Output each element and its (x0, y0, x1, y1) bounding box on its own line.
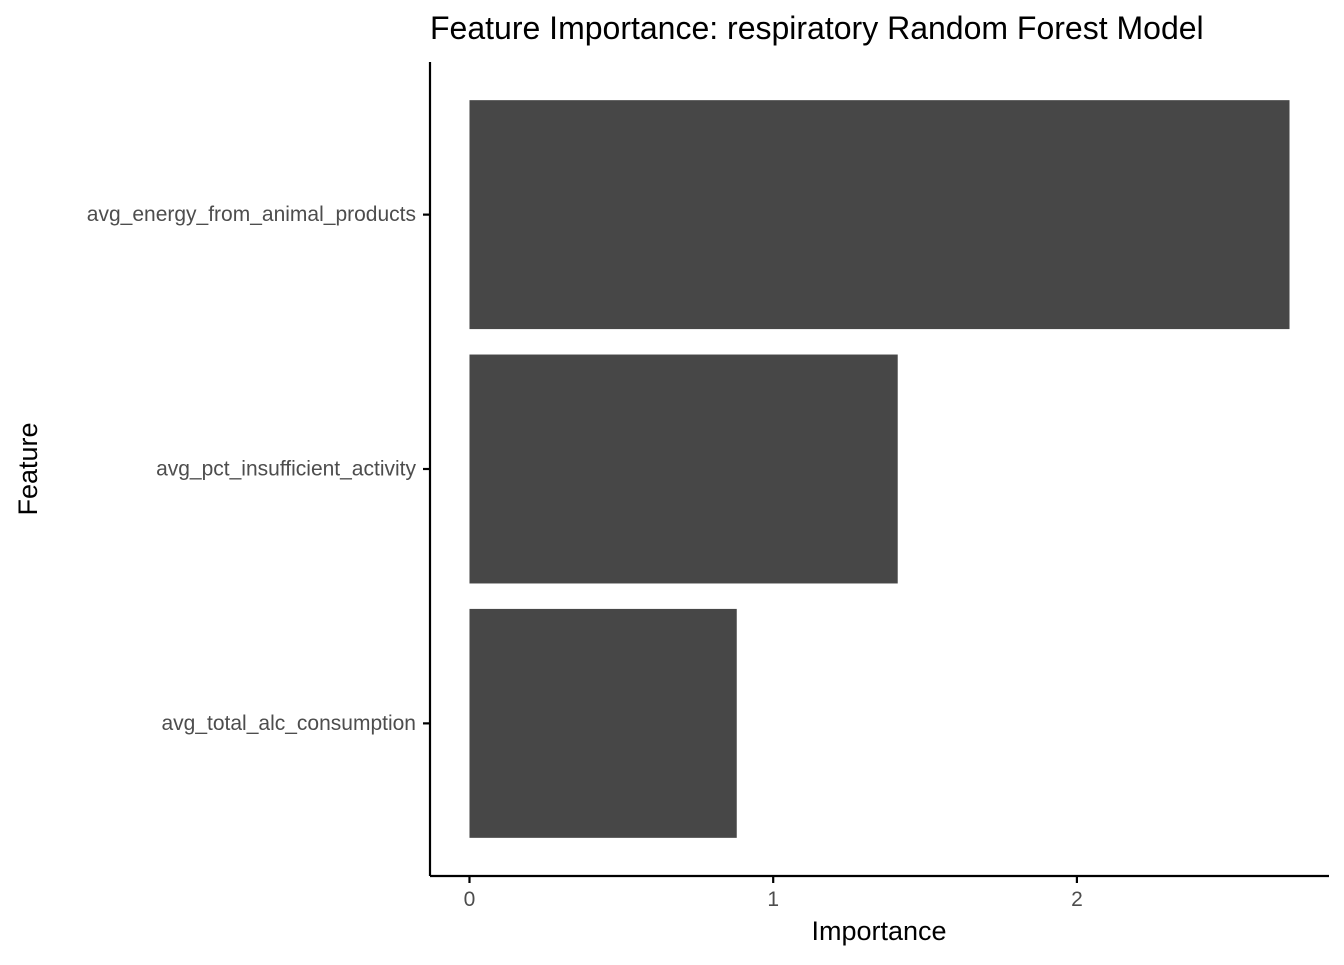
y-tick-label: avg_pct_insufficient_activity (156, 458, 416, 481)
bar-avg_energy_from_animal_products (469, 100, 1290, 330)
y-axis-ticks: avg_energy_from_animal_products avg_pct_i… (87, 203, 430, 735)
x-tick-label: 0 (464, 888, 476, 911)
chart-title: Feature Importance: respiratory Random F… (430, 10, 1204, 46)
bar-avg_total_alc_consumption (469, 608, 737, 838)
bars-layer (469, 100, 1290, 838)
x-axis-title: Importance (811, 916, 946, 946)
x-axis-ticks: 0 1 2 (464, 876, 1083, 911)
bar-avg_pct_insufficient_activity (469, 354, 898, 584)
y-axis-title: Feature (13, 422, 43, 515)
x-tick-label: 2 (1071, 888, 1083, 911)
x-tick-label: 1 (767, 888, 779, 911)
y-tick-label: avg_total_alc_consumption (161, 712, 416, 735)
y-tick-label: avg_energy_from_animal_products (87, 203, 416, 226)
